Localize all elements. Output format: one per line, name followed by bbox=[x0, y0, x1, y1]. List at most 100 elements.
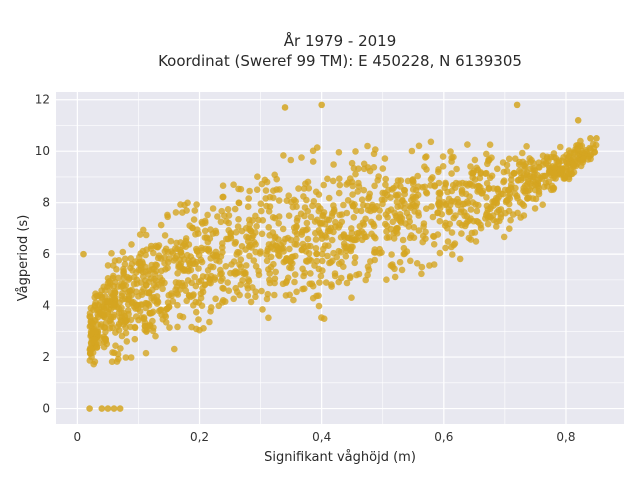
scatter-point bbox=[357, 207, 365, 215]
scatter-point bbox=[587, 135, 594, 142]
scatter-point bbox=[324, 252, 331, 260]
scatter-point bbox=[411, 208, 418, 215]
scatter-point bbox=[100, 283, 107, 291]
scatter-point bbox=[439, 153, 447, 160]
scatter-point bbox=[295, 185, 302, 192]
scatter-point bbox=[131, 324, 139, 332]
scatter-point bbox=[477, 221, 484, 229]
scatter-point bbox=[253, 186, 261, 193]
scatter-point bbox=[413, 260, 421, 267]
scatter-point bbox=[183, 207, 190, 214]
scatter-point bbox=[92, 290, 99, 298]
scatter-point bbox=[485, 213, 493, 220]
scatter-point bbox=[227, 230, 234, 237]
scatter-point bbox=[237, 256, 245, 263]
scatter-point bbox=[293, 222, 300, 230]
scatter-point bbox=[149, 327, 157, 335]
scatter-point bbox=[507, 216, 514, 224]
scatter-point bbox=[483, 194, 490, 201]
scatter-point bbox=[574, 117, 582, 124]
scatter-point bbox=[515, 176, 522, 184]
scatter-point bbox=[395, 216, 403, 224]
scatter-point bbox=[255, 216, 262, 224]
scatter-point bbox=[436, 189, 444, 196]
scatter-point bbox=[87, 313, 94, 321]
scatter-point bbox=[142, 349, 150, 357]
scatter-point bbox=[307, 270, 314, 277]
chart-title-line1: År 1979 - 2019 bbox=[284, 31, 397, 50]
scatter-point bbox=[294, 214, 301, 222]
scatter-point bbox=[183, 297, 190, 305]
scatter-point bbox=[234, 248, 241, 256]
scatter-point bbox=[430, 261, 438, 268]
scatter-point bbox=[238, 243, 246, 250]
scatter-point bbox=[244, 203, 252, 210]
scatter-point bbox=[176, 263, 183, 271]
scatter-point bbox=[383, 276, 390, 284]
scatter-point bbox=[153, 267, 160, 275]
scatter-point bbox=[508, 172, 515, 179]
scatter-point bbox=[237, 263, 245, 271]
scatter-point bbox=[137, 267, 144, 274]
scatter-point bbox=[370, 164, 378, 171]
scatter-point bbox=[110, 405, 118, 412]
scatter-point bbox=[420, 223, 427, 230]
scatter-point bbox=[175, 279, 183, 287]
y-tick-label: 12 bbox=[35, 93, 50, 107]
scatter-point bbox=[108, 358, 116, 366]
scatter-point bbox=[423, 205, 430, 212]
scatter-point bbox=[174, 323, 181, 331]
scatter-point bbox=[343, 181, 350, 188]
scatter-point bbox=[301, 212, 308, 220]
scatter-point bbox=[128, 241, 135, 248]
scatter-point bbox=[217, 218, 225, 226]
scatter-point bbox=[138, 291, 146, 299]
scatter-point bbox=[327, 259, 335, 266]
scatter-point bbox=[234, 223, 242, 230]
scatter-point bbox=[363, 233, 370, 240]
scatter-point bbox=[318, 101, 325, 109]
scatter-point bbox=[258, 230, 266, 238]
scatter-point bbox=[198, 258, 206, 266]
scatter-point bbox=[313, 250, 321, 258]
scatter-point bbox=[401, 205, 408, 212]
scatter-point bbox=[397, 183, 404, 190]
scatter-point bbox=[551, 169, 558, 177]
scatter-point bbox=[343, 209, 351, 217]
scatter-point bbox=[316, 219, 324, 227]
scatter-point bbox=[338, 258, 345, 266]
scatter-point bbox=[258, 207, 265, 215]
scatter-point bbox=[123, 273, 131, 281]
scatter-point bbox=[304, 235, 312, 243]
scatter-point bbox=[336, 175, 343, 182]
scatter-point bbox=[371, 182, 378, 190]
scatter-point bbox=[161, 232, 169, 239]
scatter-point bbox=[353, 207, 360, 214]
scatter-point bbox=[593, 135, 600, 142]
scatter-point bbox=[318, 250, 326, 258]
scatter-point bbox=[86, 357, 94, 364]
scatter-point bbox=[97, 323, 105, 330]
scatter-point bbox=[204, 246, 212, 254]
scatter-point bbox=[512, 184, 519, 192]
scatter-point bbox=[464, 141, 471, 148]
scatter-point bbox=[290, 296, 297, 304]
scatter-point bbox=[470, 168, 478, 175]
scatter-point bbox=[399, 197, 406, 205]
y-tick-label: 2 bbox=[42, 350, 50, 364]
scatter-point bbox=[444, 225, 451, 232]
scatter-point bbox=[289, 253, 297, 261]
scatter-point bbox=[168, 248, 175, 255]
scatter-point bbox=[430, 241, 438, 248]
scatter-point bbox=[453, 165, 460, 173]
scatter-point bbox=[381, 155, 389, 162]
scatter-point bbox=[484, 220, 492, 228]
scatter-point bbox=[139, 273, 147, 280]
scatter-point bbox=[439, 163, 447, 170]
scatter-point bbox=[212, 229, 220, 237]
scatter-point bbox=[265, 241, 273, 248]
scatter-point bbox=[351, 254, 359, 261]
scatter-point bbox=[390, 184, 397, 192]
scatter-point bbox=[407, 257, 414, 265]
scatter-point bbox=[247, 227, 254, 234]
